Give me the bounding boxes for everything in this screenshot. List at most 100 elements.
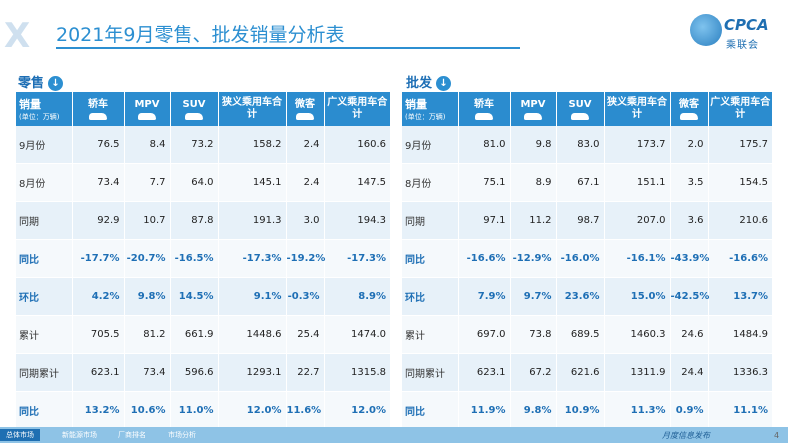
- car-icon: [524, 112, 542, 120]
- table-cell: 11.0%: [170, 391, 219, 430]
- wholesale-table: 销量 (单位：万辆) 轿车 MPV SUV 狭义乘用车合计 微客 广义乘用车合计…: [402, 92, 772, 430]
- table-cell: -0.3%: [286, 277, 325, 316]
- table-header-row: 销量 (单位：万辆) 轿车 MPV SUV 狭义乘用车合计 微客 广义乘用车合计: [402, 92, 772, 126]
- table-row: 同比 13.2% 10.6% 11.0% 12.0% 11.6% 12.0%: [16, 391, 390, 430]
- table-divider: [394, 68, 396, 418]
- table-cell: 73.4: [72, 163, 125, 202]
- table-cell: 92.9: [72, 201, 125, 240]
- table-cell: 12.0%: [218, 391, 287, 430]
- table-cell: -19.2%: [286, 239, 325, 278]
- table-cell: 1460.3: [604, 315, 671, 354]
- column-header: SUV: [170, 92, 219, 126]
- table-cell: 9.8%: [510, 391, 557, 430]
- retail-label-text: 零售: [18, 76, 45, 91]
- table-cell: 98.7: [556, 201, 605, 240]
- cpca-logo-text: CPCA: [724, 16, 769, 34]
- table-cell: -42.5%: [670, 277, 709, 316]
- table-cell: 1448.6: [218, 315, 287, 354]
- wholesale-section-label: 批发 ↓: [406, 72, 452, 91]
- table-cell: 23.6%: [556, 277, 605, 316]
- table-cell: 2.0: [670, 126, 709, 164]
- table-cell: -12.9%: [510, 239, 557, 278]
- table-row: 同期 97.1 11.2 98.7 207.0 3.6 210.6: [402, 201, 772, 240]
- table-cell: 1474.0: [324, 315, 390, 354]
- table-cell: 1336.3: [708, 353, 772, 392]
- table-cell: 0.9%: [670, 391, 709, 430]
- row-label: 同期: [16, 201, 73, 240]
- retail-section-label: 零售 ↓: [18, 72, 64, 91]
- table-row: 累计 697.0 73.8 689.5 1460.3 24.6 1484.9: [402, 315, 772, 354]
- table-cell: 81.0: [458, 126, 511, 164]
- footer-tab-ranking[interactable]: 厂商排名: [118, 431, 146, 439]
- page-title: 2021年9月零售、批发销量分析表: [56, 24, 345, 46]
- table-cell: 11.9%: [458, 391, 511, 430]
- table-cell: 596.6: [170, 353, 219, 392]
- row-label: 9月份: [16, 126, 73, 164]
- table-cell: 3.5: [670, 163, 709, 202]
- table-cell: 11.2: [510, 201, 557, 240]
- table-cell: 1311.9: [604, 353, 671, 392]
- table-cell: 15.0%: [604, 277, 671, 316]
- table-cell: 10.6%: [124, 391, 171, 430]
- table-cell: 207.0: [604, 201, 671, 240]
- table-cell: 73.4: [124, 353, 171, 392]
- table-cell: -17.7%: [72, 239, 125, 278]
- table-cell: 97.1: [458, 201, 511, 240]
- cpca-logo: CPCA 乘联会: [688, 10, 780, 54]
- table-cell: 145.1: [218, 163, 287, 202]
- table-row: 环比 7.9% 9.7% 23.6% 15.0% -42.5% 13.7%: [402, 277, 772, 316]
- table-cell: 2.4: [286, 126, 325, 164]
- title-underline: [56, 47, 520, 49]
- row-label: 同比: [16, 391, 73, 430]
- footer-tab-overall[interactable]: 总体市场: [0, 429, 40, 441]
- table-cell: 191.3: [218, 201, 287, 240]
- table-cell: 3.6: [670, 201, 709, 240]
- footer-tab-analysis[interactable]: 市场分析: [168, 431, 196, 439]
- row-label: 同期: [402, 201, 459, 240]
- table-cell: 87.8: [170, 201, 219, 240]
- table-row: 累计 705.5 81.2 661.9 1448.6 25.4 1474.0: [16, 315, 390, 354]
- column-header: 轿车: [72, 92, 125, 126]
- cpca-logo-sub: 乘联会: [726, 40, 759, 51]
- table-cell: 67.1: [556, 163, 605, 202]
- table-cell: 22.7: [286, 353, 325, 392]
- download-icon[interactable]: ↓: [48, 76, 64, 91]
- table-row: 环比 4.2% 9.8% 14.5% 9.1% -0.3% 8.9%: [16, 277, 390, 316]
- table-header-row: 销量 (单位：万辆) 轿车 MPV SUV 狭义乘用车合计 微客 广义乘用车合计: [16, 92, 390, 126]
- row-label: 累计: [16, 315, 73, 354]
- watermark-logo: X: [4, 16, 30, 56]
- table-row: 8月份 75.1 8.9 67.1 151.1 3.5 154.5: [402, 163, 772, 202]
- corner-main-label: 销量: [19, 98, 41, 111]
- table-cell: 154.5: [708, 163, 772, 202]
- row-label: 同期累计: [402, 353, 459, 392]
- corner-header: 销量 (单位：万辆): [402, 92, 459, 126]
- table-cell: 10.9%: [556, 391, 605, 430]
- table-cell: 173.7: [604, 126, 671, 164]
- table-cell: -43.9%: [670, 239, 709, 278]
- table-cell: 1315.8: [324, 353, 390, 392]
- column-header: 狭义乘用车合计: [218, 92, 287, 126]
- footer-tab-nev[interactable]: 新能源市场: [62, 431, 97, 439]
- table-cell: 705.5: [72, 315, 125, 354]
- table-row: 同比 11.9% 9.8% 10.9% 11.3% 0.9% 11.1%: [402, 391, 772, 430]
- download-icon[interactable]: ↓: [436, 76, 452, 91]
- table-row: 同比 -17.7% -20.7% -16.5% -17.3% -19.2% -17.3%: [16, 239, 390, 278]
- table-cell: 64.0: [170, 163, 219, 202]
- car-icon: [475, 112, 493, 120]
- table-cell: 623.1: [72, 353, 125, 392]
- table-cell: 13.7%: [708, 277, 772, 316]
- wholesale-label-text: 批发: [406, 76, 433, 91]
- table-row: 同期 92.9 10.7 87.8 191.3 3.0 194.3: [16, 201, 390, 240]
- table-cell: 7.7: [124, 163, 171, 202]
- table-row: 9月份 76.5 8.4 73.2 158.2 2.4 160.6: [16, 126, 390, 164]
- table-cell: 621.6: [556, 353, 605, 392]
- table-cell: 9.8: [510, 126, 557, 164]
- column-header: 微客: [286, 92, 325, 126]
- table-cell: 81.2: [124, 315, 171, 354]
- row-label: 8月份: [402, 163, 459, 202]
- table-cell: 175.7: [708, 126, 772, 164]
- table-cell: 24.4: [670, 353, 709, 392]
- column-header: SUV: [556, 92, 605, 126]
- table-cell: 1293.1: [218, 353, 287, 392]
- table-cell: 25.4: [286, 315, 325, 354]
